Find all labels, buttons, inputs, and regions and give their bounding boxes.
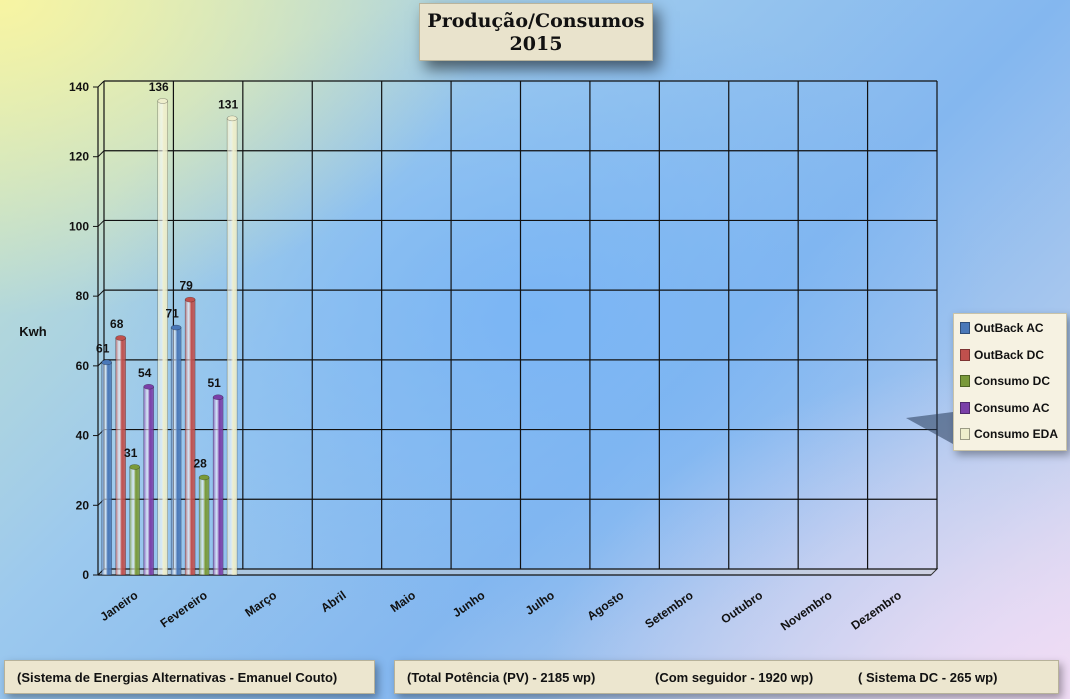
chart-title-line1: Produção/Consumos <box>427 10 645 32</box>
x-tick-label: Abril <box>318 588 348 615</box>
bar-cap <box>129 464 141 470</box>
data-label: 71 <box>165 307 179 321</box>
legend-item: OutBack AC <box>960 320 1044 336</box>
footer-left-text: (Sistema de Energias Alternativas - Eman… <box>17 670 338 685</box>
data-label: 79 <box>179 279 193 293</box>
gridline-depth <box>97 80 105 88</box>
legend-item: Consumo AC <box>960 400 1050 416</box>
bar-cap <box>157 98 169 104</box>
footer-dc-system: ( Sistema DC - 265 wp) <box>858 670 998 685</box>
bar <box>184 299 196 576</box>
legend-label: OutBack DC <box>974 347 1045 362</box>
bar <box>101 362 113 576</box>
x-tick-label: Janeiro <box>97 588 140 624</box>
data-label: 136 <box>149 80 169 94</box>
y-tick-label: 100 <box>69 219 89 233</box>
y-tick-label: 60 <box>76 359 90 373</box>
data-label: 131 <box>218 97 238 111</box>
legend-label: Consumo EDA <box>974 427 1058 441</box>
bar-cap <box>226 115 238 122</box>
y-tick-label: 40 <box>76 429 90 443</box>
x-tick-label: Fevereiro <box>158 588 210 630</box>
footer-left-box: (Sistema de Energias Alternativas - Eman… <box>4 660 375 694</box>
bar <box>143 386 155 576</box>
bar-cap <box>101 359 113 366</box>
data-label: 28 <box>193 456 207 470</box>
x-tick-label: Dezembro <box>848 588 904 633</box>
data-label: 54 <box>138 366 152 380</box>
bar <box>198 477 210 576</box>
chart-title-box: Produção/Consumos 2015 <box>419 3 653 61</box>
bar <box>170 327 182 576</box>
legend-swatch <box>960 375 970 387</box>
legend-item: OutBack DC <box>960 347 1044 363</box>
x-tick-label: Setembro <box>642 588 695 631</box>
bar-cap <box>143 383 155 390</box>
legend-label: Consumo AC <box>974 400 1050 415</box>
bar <box>226 118 238 576</box>
bar <box>212 396 224 576</box>
legend-item: Consumo DC <box>960 373 1050 389</box>
data-label: 61 <box>96 341 110 355</box>
y-axis-label: Kwh <box>19 324 47 339</box>
legend-item: Consumo EDA <box>960 426 1058 442</box>
x-tick-label: Agosto <box>584 588 626 623</box>
x-tick-label: Março <box>242 588 279 620</box>
legend-shadow-wedge <box>906 412 953 444</box>
legend-swatch <box>960 322 970 334</box>
footer-total-power: (Total Potência (PV) - 2185 wp) <box>407 670 596 685</box>
legend-label: Consumo DC <box>974 374 1050 388</box>
x-tick-label: Julho <box>523 588 557 618</box>
x-tick-label: Maio <box>388 588 418 615</box>
bar-cap <box>212 394 224 401</box>
y-tick-label: 0 <box>82 568 89 582</box>
bar-cap <box>115 335 127 341</box>
legend-swatch <box>960 401 970 414</box>
chart-legend: OutBack AC OutBack DC Consumo DC Consumo AC… <box>953 313 1067 451</box>
bar-cap <box>198 474 210 481</box>
legend-swatch <box>960 428 970 440</box>
bar-cap <box>170 324 182 331</box>
gridline-depth <box>97 220 105 227</box>
data-label: 68 <box>110 317 124 331</box>
chart-title-line2: 2015 <box>509 33 563 55</box>
data-label: 31 <box>124 446 138 460</box>
gridline-depth <box>97 289 105 297</box>
chart-floor <box>96 568 939 576</box>
y-tick-label: 140 <box>69 80 89 94</box>
y-tick-label: 80 <box>76 289 90 303</box>
x-tick-label: Outubro <box>718 588 765 627</box>
legend-label: OutBack AC <box>974 321 1044 335</box>
bar <box>129 466 141 576</box>
gridline-depth <box>97 150 105 158</box>
data-label: 51 <box>207 376 221 390</box>
x-tick-label: Novembro <box>778 588 835 634</box>
y-tick-label: 120 <box>69 150 89 164</box>
bar <box>157 100 169 576</box>
y-tick-label: 20 <box>76 498 90 512</box>
x-tick-label: Junho <box>450 588 488 620</box>
bar-cap <box>184 296 196 303</box>
legend-swatch <box>960 348 970 361</box>
footer-right-box: (Total Potência (PV) - 2185 wp) (Com seg… <box>394 660 1059 694</box>
footer-tracker-power: (Com seguidor - 1920 wp) <box>655 670 814 685</box>
